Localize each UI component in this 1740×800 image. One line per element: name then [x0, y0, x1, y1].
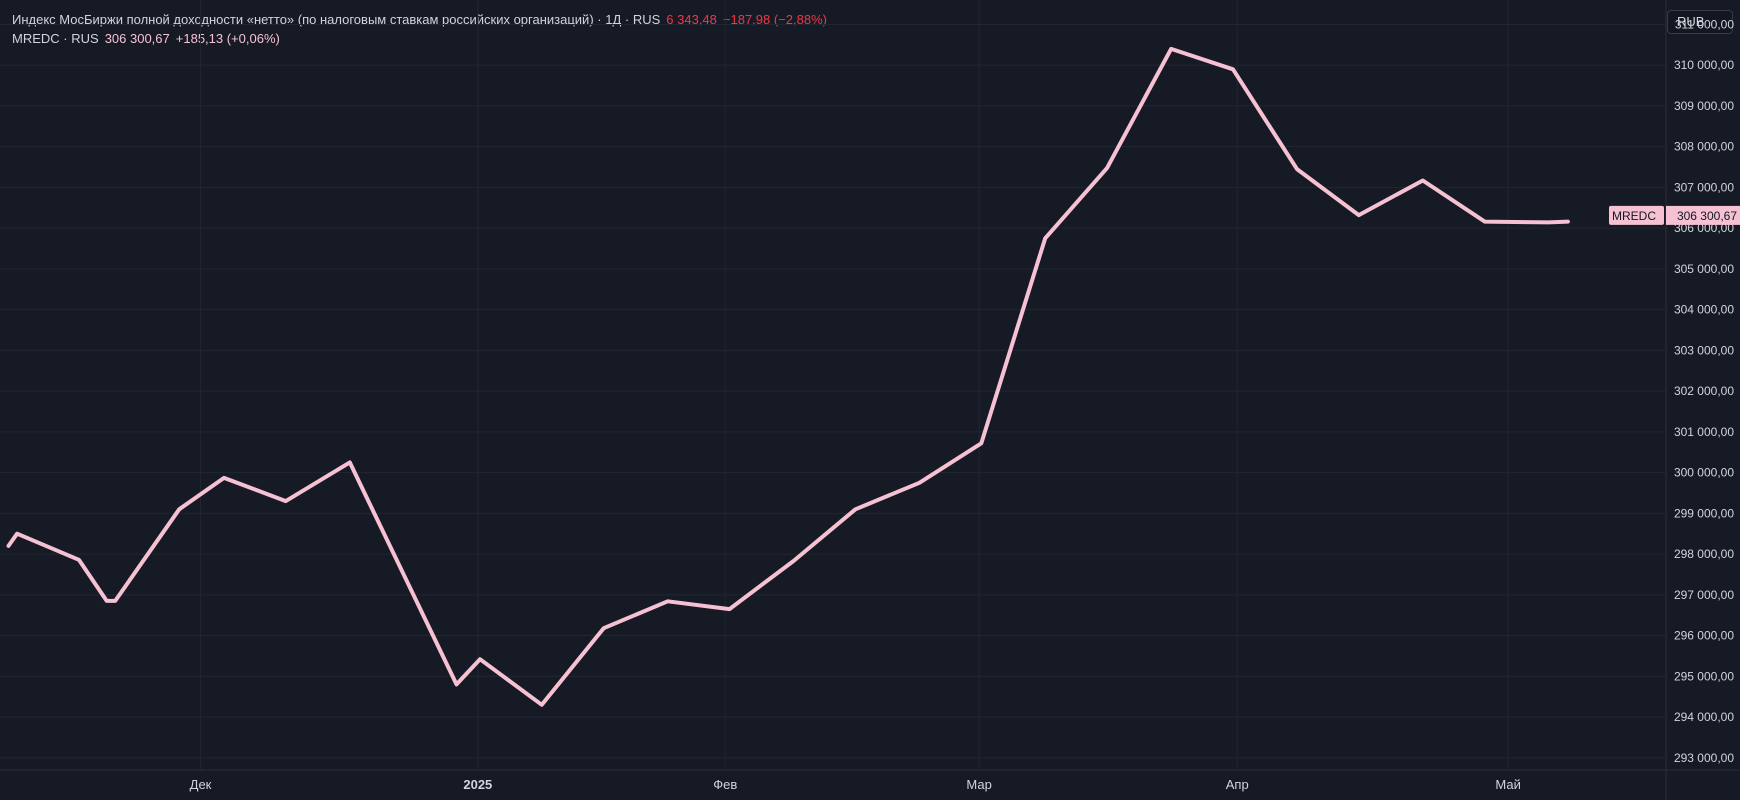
series-point [980, 442, 982, 444]
compare-series-value: 306 300,67 [104, 31, 170, 46]
price-axis-tick-label: 295 000,00 [1674, 669, 1734, 683]
time-axis-tick-label: Апр [1226, 777, 1249, 792]
price-axis-tick-label: 293 000,00 [1674, 751, 1734, 765]
compare-series-legend: MREDC · RUS 306 300,67 +185,13 (+0,06%) [12, 30, 280, 48]
series-point [854, 508, 856, 510]
series-point [1422, 180, 1424, 181]
series-point [114, 600, 116, 602]
series-point [793, 560, 794, 562]
price-axis-tick-label: 298 000,00 [1674, 547, 1734, 561]
main-series-title: Индекс МосБиржи полной доходности «нетто… [12, 12, 594, 27]
time-axis-tick-label: Фев [713, 777, 737, 792]
main-series-change: −187,98 (−2,88%) [722, 12, 827, 27]
time-axis-tick-label: 2025 [463, 777, 492, 792]
series-point [285, 500, 287, 502]
price-axis-tick-label: 303 000,00 [1674, 343, 1734, 357]
series-point [349, 461, 351, 463]
price-axis-tick-label: 309 000,00 [1674, 99, 1734, 113]
series-layer [6, 46, 1570, 707]
horizontal-grid [0, 23, 1666, 759]
series-point [8, 545, 9, 547]
series-point [1170, 48, 1172, 50]
time-axis-tick-label: Дек [190, 777, 212, 792]
price-axis-labels: 311 000,00 310 000,00 309 000,00 308 000,00… [1674, 17, 1734, 764]
compare-series-symbol[interactable]: MREDC [12, 31, 60, 46]
tag-symbol-background [1609, 205, 1664, 225]
series-point [106, 600, 108, 602]
price-axis-tick-label: 310 000,00 [1674, 58, 1734, 72]
price-axis-tick-label: 311 000,00 [1675, 17, 1734, 31]
series-point [1358, 214, 1360, 216]
tag-symbol-label: MREDC [1612, 209, 1656, 223]
tag-value-background [1666, 205, 1740, 225]
tag-value-label: 306 300,67 [1677, 209, 1737, 223]
legend-separator: · [593, 12, 606, 27]
legend-separator: · [59, 31, 72, 46]
series-point [1567, 221, 1569, 223]
series-point [16, 533, 18, 535]
price-axis-tick-label: 302 000,00 [1674, 384, 1734, 398]
time-axis-tick-label: Май [1495, 777, 1520, 792]
series-point [1106, 167, 1108, 169]
series-point [1232, 68, 1234, 70]
series-point [603, 627, 605, 629]
series-point [729, 608, 730, 610]
price-axis-tick-label: 297 000,00 [1674, 588, 1734, 602]
price-axis-tick-label: 296 000,00 [1674, 629, 1734, 643]
series-point [479, 658, 481, 660]
price-axis-tick-label: 294 000,00 [1674, 710, 1734, 724]
series-point [1044, 237, 1046, 239]
series-point [667, 600, 669, 602]
legend-separator: · [621, 12, 633, 27]
main-series-value: 6 343,48 [666, 12, 717, 27]
series-point [541, 704, 543, 706]
price-axis-tick-label: 301 000,00 [1674, 425, 1734, 439]
series-point [1296, 168, 1298, 170]
series-point [223, 477, 225, 479]
time-axis-labels: Дек 2025 Фев Мар Апр Май [190, 777, 1521, 792]
price-axis-tick-label: 307 000,00 [1674, 180, 1734, 194]
series-point [1484, 221, 1486, 223]
price-axis-tick-label: 300 000,00 [1674, 466, 1734, 480]
price-axis-tick-label: 305 000,00 [1674, 262, 1734, 276]
price-axis-tick-label: 308 000,00 [1674, 140, 1734, 154]
series-point [1548, 221, 1550, 223]
interval-label[interactable]: 1Д [605, 12, 622, 27]
exchange-label: RUS [632, 12, 661, 27]
series-point [78, 559, 80, 561]
price-axis-tick-label: 299 000,00 [1674, 506, 1734, 520]
vertical-grid [200, 0, 1509, 770]
time-axis-tick-label: Мар [966, 777, 991, 792]
series-line-mredc [6, 46, 1570, 707]
main-series-legend: Индекс МосБиржи полной доходности «нетто… [12, 11, 827, 29]
currency-button[interactable]: RUB [1667, 10, 1733, 34]
series-point [918, 482, 920, 484]
series-point [178, 508, 180, 510]
last-price-tag: MREDC 306 300,67 [1609, 205, 1740, 225]
price-axis-tick-label: 304 000,00 [1674, 303, 1734, 317]
compare-series-exchange: RUS [71, 31, 99, 46]
compare-series-change: +185,13 (+0,06%) [175, 31, 280, 46]
series-point [456, 683, 457, 685]
